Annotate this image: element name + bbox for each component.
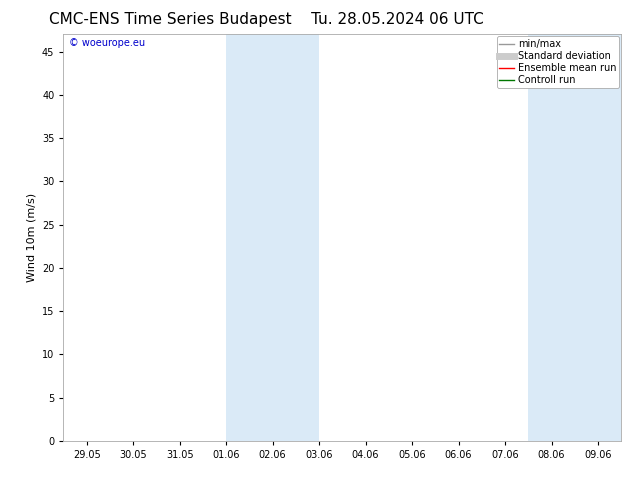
Bar (575, 34, 621, 441)
Bar (273, 34, 319, 441)
Bar (226, 34, 273, 441)
Y-axis label: Wind 10m (m/s): Wind 10m (m/s) (27, 193, 36, 282)
Bar (528, 34, 575, 441)
Text: © woeurope.eu: © woeurope.eu (69, 38, 145, 49)
Legend: min/max, Standard deviation, Ensemble mean run, Controll run: min/max, Standard deviation, Ensemble me… (496, 36, 619, 88)
Text: CMC-ENS Time Series Budapest    Tu. 28.05.2024 06 UTC: CMC-ENS Time Series Budapest Tu. 28.05.2… (49, 12, 484, 27)
